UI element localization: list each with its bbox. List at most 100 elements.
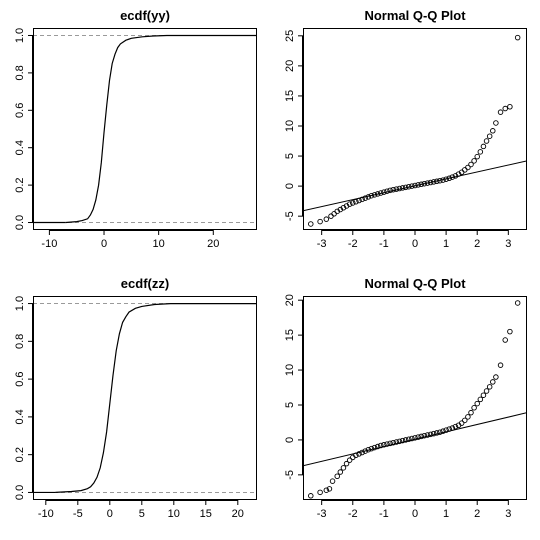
qq-point: [443, 176, 449, 182]
chart-panel-4: Normal Q-Q Plot -3 -2 -1 0 1 2 3 -5 0 5 10 15 20: [284, 276, 527, 520]
plot-area: [303, 300, 527, 499]
qq-point: [449, 425, 456, 431]
y-tick-label: 10: [284, 364, 296, 376]
y-tick-label: 0.4: [14, 140, 26, 155]
qq-point: [409, 435, 415, 442]
qq-point: [350, 200, 356, 206]
qq-point: [440, 428, 446, 434]
qq-point: [329, 478, 336, 484]
qq-point: [493, 120, 499, 126]
y-tick-label: 20: [284, 60, 296, 72]
chart-title: Normal Q-Q Plot: [364, 276, 466, 291]
qq-point: [421, 180, 428, 187]
qq-reference-line: [303, 160, 527, 212]
chart-panel-2: Normal Q-Q Plot -3 -2 -1 0 1 2 3 -5 0 5 10 15 20 25: [284, 8, 527, 250]
y-tick-label: 15: [284, 90, 296, 102]
qq-point: [471, 158, 477, 164]
qq-point: [409, 183, 415, 189]
qq-point: [477, 396, 484, 403]
qq-point: [399, 185, 406, 191]
qq-point: [468, 409, 474, 416]
qq-point: [424, 180, 431, 186]
qq-point: [387, 187, 393, 194]
qq-point: [427, 179, 434, 186]
qq-point: [440, 177, 446, 183]
qq-point: [346, 201, 353, 207]
y-tick-label: 0.6: [14, 371, 26, 386]
x-tick-label: 20: [207, 238, 219, 250]
x-tick-label: 3: [505, 508, 511, 520]
y-tick-label: 0.2: [14, 447, 26, 462]
chart-panel-1: ecdf(yy) -10 0 10 20 0.0 0.2 0.4 0.6 0.8 1.0: [14, 8, 257, 250]
x-tick-label: 0: [412, 508, 418, 520]
qq-point: [356, 451, 362, 457]
qq-point: [483, 388, 490, 394]
qq-point: [378, 190, 384, 196]
qq-point: [415, 182, 421, 188]
qq-point: [308, 221, 314, 227]
qq-point: [468, 161, 474, 168]
x-tick-label: -3: [317, 508, 327, 520]
chart-panel-3: ecdf(zz) -10 -5 0 5 10 15 20 0.0 0.2 0.4 0.6 0.8 1.0: [14, 276, 257, 520]
qq-point: [356, 197, 362, 204]
y-tick-label: 0: [284, 437, 296, 443]
qq-point: [497, 362, 504, 368]
x-tick-label: -2: [348, 508, 358, 520]
y-tick-label: 5: [284, 402, 296, 408]
qq-point: [430, 430, 437, 437]
qq-point: [490, 379, 496, 385]
qq-point: [483, 138, 490, 144]
qq-point: [434, 178, 440, 185]
qq-point: [437, 429, 443, 435]
y-tick-label: 0.2: [14, 177, 26, 192]
qq-point: [343, 460, 350, 467]
qq-point: [412, 435, 418, 441]
qq-point: [317, 489, 323, 496]
qq-point: [308, 493, 314, 499]
qq-point: [384, 441, 390, 447]
chart-title: ecdf(zz): [121, 276, 169, 291]
qq-point: [396, 185, 403, 192]
qq-point: [406, 183, 412, 190]
x-tick-label: 20: [232, 508, 244, 520]
qq-point: [465, 414, 471, 420]
x-tick-label: 10: [168, 508, 180, 520]
chart-title: ecdf(yy): [120, 8, 170, 23]
qq-point: [434, 430, 440, 436]
qq-point: [374, 443, 381, 450]
qq-point: [430, 179, 437, 185]
y-tick-label: 20: [284, 294, 296, 306]
plot-frame: [33, 296, 257, 500]
y-tick-label: 0.0: [14, 485, 26, 500]
y-tick-label: 0.8: [14, 334, 26, 349]
qq-point: [452, 423, 459, 430]
qq-point: [378, 442, 384, 449]
qq-point: [462, 167, 468, 173]
qq-point: [393, 439, 400, 445]
qq-point: [477, 149, 484, 155]
qq-point: [368, 445, 375, 452]
qq-point: [514, 34, 521, 41]
x-tick-label: -1: [379, 238, 389, 250]
qq-point: [474, 400, 480, 407]
qq-point: [415, 434, 421, 440]
y-tick-label: 5: [284, 153, 296, 159]
qq-point: [365, 194, 372, 200]
qq-point: [337, 469, 344, 475]
qq-point: [368, 192, 375, 199]
qq-point: [340, 465, 347, 471]
qq-point: [328, 213, 334, 219]
y-tick-label: 0.6: [14, 103, 26, 118]
y-tick-label: 10: [284, 120, 296, 132]
x-tick-label: 0: [412, 238, 418, 250]
qq-point: [317, 218, 323, 225]
y-tick-label: 15: [284, 329, 296, 341]
qq-point: [390, 186, 396, 193]
x-tick-label: 1: [443, 238, 449, 250]
x-tick-label: -3: [317, 238, 327, 250]
plot-area: [303, 34, 527, 227]
qq-point: [365, 446, 372, 453]
qq-point: [331, 211, 337, 217]
qq-point: [353, 452, 359, 459]
